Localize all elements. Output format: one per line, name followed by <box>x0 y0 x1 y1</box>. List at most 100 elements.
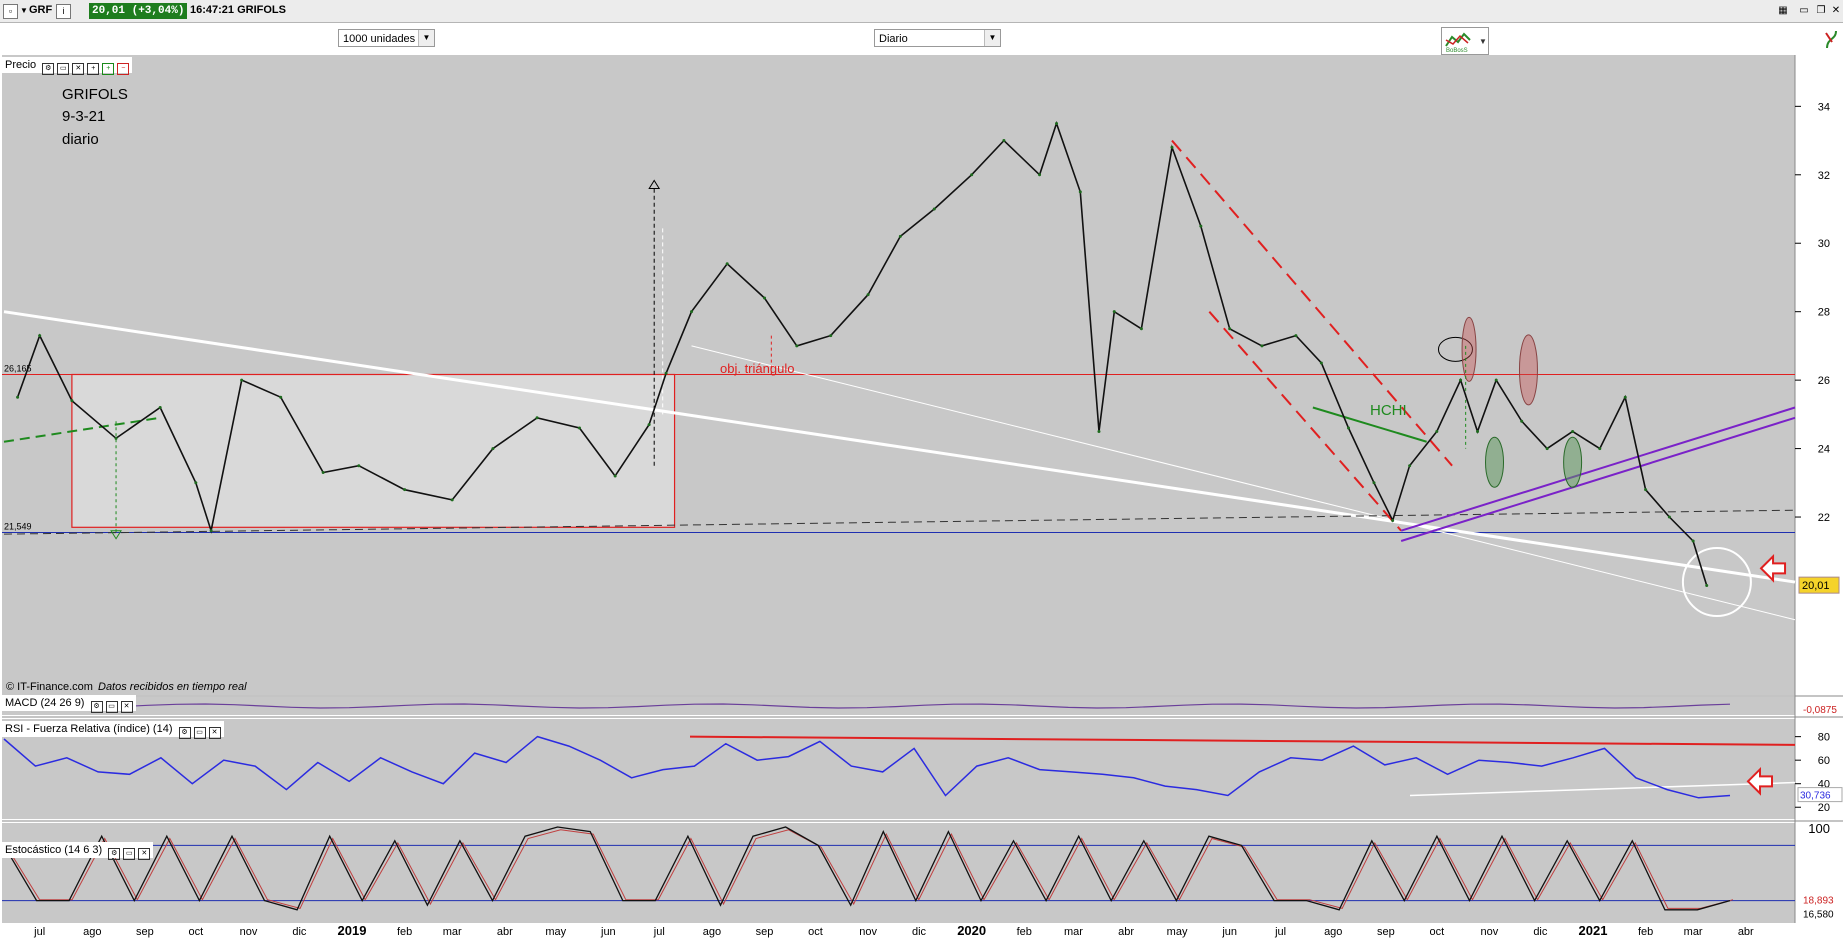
x-tick-label: sep <box>1377 926 1395 938</box>
period-select[interactable]: Diario ▼ <box>874 29 1001 47</box>
price-panel-label: Precio <box>5 59 37 71</box>
keyboard-icon[interactable]: ▦ <box>1778 5 1788 16</box>
x-tick-label: nov <box>240 926 258 938</box>
wrench-icon[interactable]: ⚙ <box>178 727 191 739</box>
price-point <box>1097 429 1101 433</box>
y-tick-label: 22 <box>1818 512 1830 524</box>
chevron-down-icon: ▼ <box>418 30 434 46</box>
add-icon[interactable]: + <box>87 63 100 75</box>
x-tick-label: ago <box>83 926 101 938</box>
remove-indicator-icon[interactable]: − <box>117 63 130 75</box>
price-point <box>1520 419 1524 423</box>
range-box <box>71 373 676 528</box>
price-point <box>1294 334 1298 338</box>
info-icon[interactable]: i <box>56 4 71 19</box>
x-tick-label: jul <box>1274 926 1286 938</box>
minimize-icon[interactable]: ▭ <box>1799 5 1809 16</box>
maximize-icon[interactable]: ▭ <box>193 727 206 739</box>
shoulder-oval <box>1485 436 1505 488</box>
x-tick-label: abr <box>1118 926 1134 938</box>
head-oval <box>1461 316 1477 382</box>
x-tick-label: jun <box>600 926 616 938</box>
last-price-tag <box>1798 576 1840 594</box>
maximize-icon[interactable]: ▭ <box>123 848 136 860</box>
price-point <box>1038 173 1042 177</box>
hchi-label: HCHI <box>1370 402 1407 419</box>
stoch-series: 18,893 16,580 <box>2 826 1834 921</box>
toolbar: 1000 unidades ▼ Diario ▼ <box>0 23 1843 55</box>
restore-icon[interactable]: ❐ <box>1816 5 1826 16</box>
time-and-name: 16:47:21 GRIFOLS <box>190 4 286 16</box>
svg-text:▼: ▼ <box>1479 37 1487 46</box>
chart-area[interactable]: 34 32 30 28 26 24 22 26,165 21,549 20,01 -0,087… <box>0 55 1843 940</box>
price-point <box>1623 395 1627 399</box>
close-icon[interactable]: ✕ <box>72 63 85 75</box>
price-point <box>1170 145 1174 149</box>
close-icon[interactable]: ✕ <box>138 848 151 860</box>
chevron-down-icon: ▼ <box>984 30 1000 46</box>
svg-text:BoBosS: BoBosS <box>1446 48 1468 54</box>
level-label: 26,165 <box>4 363 32 373</box>
price-point <box>1691 539 1695 543</box>
stoch-panel-bg <box>2 823 1795 923</box>
y-tick-label: 24 <box>1818 444 1830 456</box>
x-axis: jul ago sep oct nov dic 2019 feb mar abr may jun jul… <box>33 923 1754 938</box>
stoch-last-label: 16,580 <box>1803 910 1834 921</box>
stoch-tick-label: 100 <box>1808 821 1830 836</box>
price-point <box>321 471 325 475</box>
close-icon[interactable]: ✕ <box>120 701 133 713</box>
price-point <box>613 474 617 478</box>
price-point <box>829 334 833 338</box>
channel-upper-line <box>1171 139 1453 467</box>
highlight-circle <box>1681 547 1752 618</box>
price-point <box>70 399 74 403</box>
shoulder-oval <box>1563 436 1583 488</box>
x-tick-label: sep <box>756 926 774 938</box>
price-point <box>1667 515 1671 519</box>
price-series: 20,01 <box>16 120 1840 594</box>
x-tick-label: dic <box>1533 926 1548 938</box>
rsi-panel-bg <box>2 719 1795 819</box>
x-tick-label: 2020 <box>957 923 986 938</box>
maximize-icon[interactable]: ▭ <box>57 63 70 75</box>
price-point <box>279 395 283 399</box>
downtrend-line <box>3 310 1796 584</box>
wrench-icon[interactable]: ⚙ <box>90 701 103 713</box>
rsi-panel-header: RSI - Fuerza Relativa (índice) (14) ⚙ ▭ ✕ <box>2 721 224 739</box>
price-point <box>1347 426 1351 430</box>
price-point <box>795 344 799 348</box>
wrench-icon[interactable]: ⚙ <box>108 848 121 860</box>
x-tick-label: nov <box>1481 926 1499 938</box>
side-tool-icon[interactable] <box>1824 28 1840 52</box>
wrench-icon[interactable]: ⚙ <box>42 63 55 75</box>
copyright-label: © IT-Finance.com <box>6 681 93 693</box>
period-select-value: Diario <box>879 33 908 45</box>
price-point <box>450 498 454 502</box>
price-point <box>535 416 539 420</box>
chart-type-icon: BoBosS ▼ <box>1445 32 1487 54</box>
price-point <box>1319 361 1323 365</box>
window-menu-icon[interactable]: ▫ <box>3 4 18 19</box>
price-point <box>209 529 213 533</box>
symbol-dropdown-icon[interactable]: ▼ <box>20 6 28 15</box>
stoch-last-label: 18,893 <box>1803 896 1834 907</box>
annotation-title: GRIFOLS <box>62 86 128 103</box>
rsi-last-label: 30,736 <box>1800 791 1831 802</box>
x-tick-label: sep <box>136 926 154 938</box>
x-tick-label: oct <box>188 926 203 938</box>
rsi-last-tag <box>1797 787 1843 803</box>
add-indicator-icon[interactable]: + <box>102 63 115 75</box>
x-tick-label: oct <box>1429 926 1444 938</box>
close-icon[interactable]: ✕ <box>1831 5 1841 16</box>
close-icon[interactable]: ✕ <box>208 727 221 739</box>
units-select[interactable]: 1000 unidades ▼ <box>338 29 435 47</box>
symbol-name[interactable]: GRF <box>29 4 53 16</box>
price-change-badge: 20,01 (+3,04%) <box>89 3 188 19</box>
price-point <box>1260 344 1264 348</box>
x-tick-label: nov <box>859 926 877 938</box>
chart-type-button[interactable]: BoBosS ▼ <box>1441 27 1489 55</box>
rsi-resistance-line <box>689 735 1796 746</box>
maximize-icon[interactable]: ▭ <box>105 701 118 713</box>
stoch-panel-label: Estocástico (14 6 3) <box>5 844 103 856</box>
price-point <box>1139 327 1143 331</box>
